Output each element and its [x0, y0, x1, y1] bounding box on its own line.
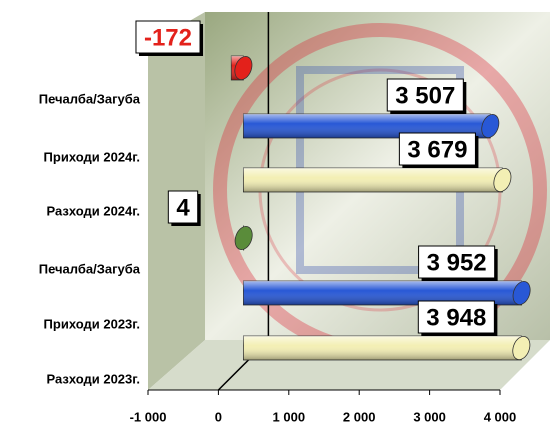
x-tick-label: 0 — [215, 409, 222, 424]
value-label-text: -172 — [144, 24, 192, 51]
bar-end — [493, 167, 512, 193]
bar — [242, 335, 531, 361]
value-label: 3 952 — [418, 245, 498, 281]
bar-end — [481, 113, 500, 139]
value-label: 4 — [167, 190, 201, 226]
value-label: 3 507 — [386, 78, 467, 114]
bar-end — [234, 225, 253, 251]
x-tick-label: 3 000 — [413, 409, 446, 424]
value-label-text: 3 948 — [426, 304, 486, 331]
value-label-box — [167, 190, 199, 224]
value-label-box — [417, 300, 495, 334]
x-tick-label: 2 000 — [343, 409, 376, 424]
bar — [230, 55, 253, 81]
bar-end — [512, 280, 531, 306]
bar — [242, 167, 512, 193]
value-label-box — [386, 78, 464, 112]
value-label-text: 3 507 — [395, 82, 455, 109]
category-label: Разходи 2023г. — [46, 371, 140, 386]
value-label-box — [135, 20, 201, 54]
bar — [234, 225, 253, 251]
value-label: 3 679 — [398, 132, 479, 168]
category-label: Печалба/Загуба — [39, 261, 141, 276]
x-tick-label: -1 000 — [130, 409, 167, 424]
value-label-text: 3 952 — [427, 249, 487, 276]
value-label: -172 — [135, 20, 204, 56]
bar-shade — [243, 336, 522, 360]
bar-end — [234, 55, 253, 81]
category-label: Разходи 2024г. — [46, 203, 140, 218]
x-tick-label: 1 000 — [273, 409, 306, 424]
value-label-text: 4 — [176, 194, 190, 221]
value-label-box — [398, 132, 476, 166]
category-label: Печалба/Загуба — [39, 91, 141, 106]
value-label-box — [418, 245, 496, 279]
value-label: 3 948 — [417, 300, 498, 336]
x-tick-label: 4 000 — [484, 409, 517, 424]
bar-end — [512, 335, 531, 361]
bar-shade — [243, 168, 503, 192]
category-label: Приходи 2023г. — [44, 316, 140, 331]
category-label: Приходи 2024г. — [44, 149, 140, 164]
value-label-text: 3 679 — [407, 136, 467, 163]
